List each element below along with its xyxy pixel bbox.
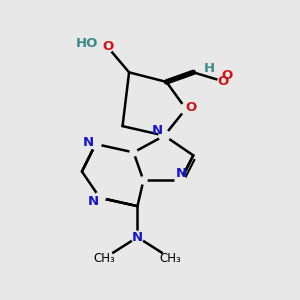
Text: O: O	[186, 101, 197, 114]
Circle shape	[102, 42, 113, 52]
Circle shape	[175, 175, 186, 186]
Text: O: O	[218, 75, 229, 88]
Circle shape	[130, 149, 137, 156]
Text: HO: HO	[76, 38, 98, 50]
Text: N: N	[88, 195, 99, 208]
Circle shape	[90, 139, 101, 149]
Text: O: O	[221, 69, 233, 82]
Text: N: N	[152, 124, 163, 137]
Circle shape	[218, 76, 229, 87]
Circle shape	[159, 130, 170, 141]
Text: N: N	[83, 136, 94, 149]
Text: CH₃: CH₃	[159, 252, 181, 265]
Text: N: N	[132, 231, 143, 244]
Text: O: O	[102, 40, 113, 53]
Text: N: N	[176, 167, 187, 180]
Circle shape	[140, 177, 147, 184]
Text: CH₃: CH₃	[94, 252, 116, 265]
Circle shape	[162, 250, 179, 266]
Circle shape	[131, 231, 143, 243]
Circle shape	[94, 192, 105, 203]
Circle shape	[181, 103, 191, 114]
Circle shape	[96, 250, 113, 266]
Text: H: H	[204, 62, 215, 75]
